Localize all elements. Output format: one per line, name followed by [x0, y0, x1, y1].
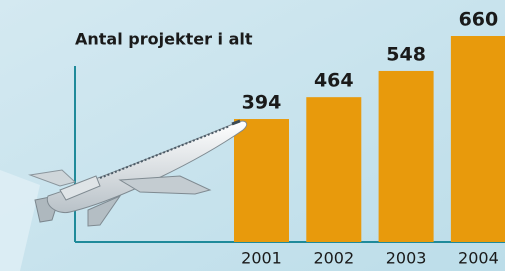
x-tick-label: 2003 — [386, 249, 427, 268]
value-label: 394 — [242, 92, 282, 114]
bar — [234, 119, 289, 242]
value-label: 660 — [459, 9, 499, 31]
value-label: 464 — [314, 70, 354, 92]
x-tick-label: 2002 — [313, 249, 354, 268]
bar — [379, 71, 434, 242]
chart-title: Antal projekter i alt — [75, 30, 253, 49]
value-label: 548 — [386, 43, 426, 65]
chart: Antal projekter i alt 394 2001 464 2002 548 2… — [0, 0, 505, 271]
x-tick-label: 2004 — [458, 249, 499, 268]
bar — [451, 36, 505, 242]
bar — [306, 97, 361, 242]
x-tick-label: 2001 — [241, 249, 282, 268]
